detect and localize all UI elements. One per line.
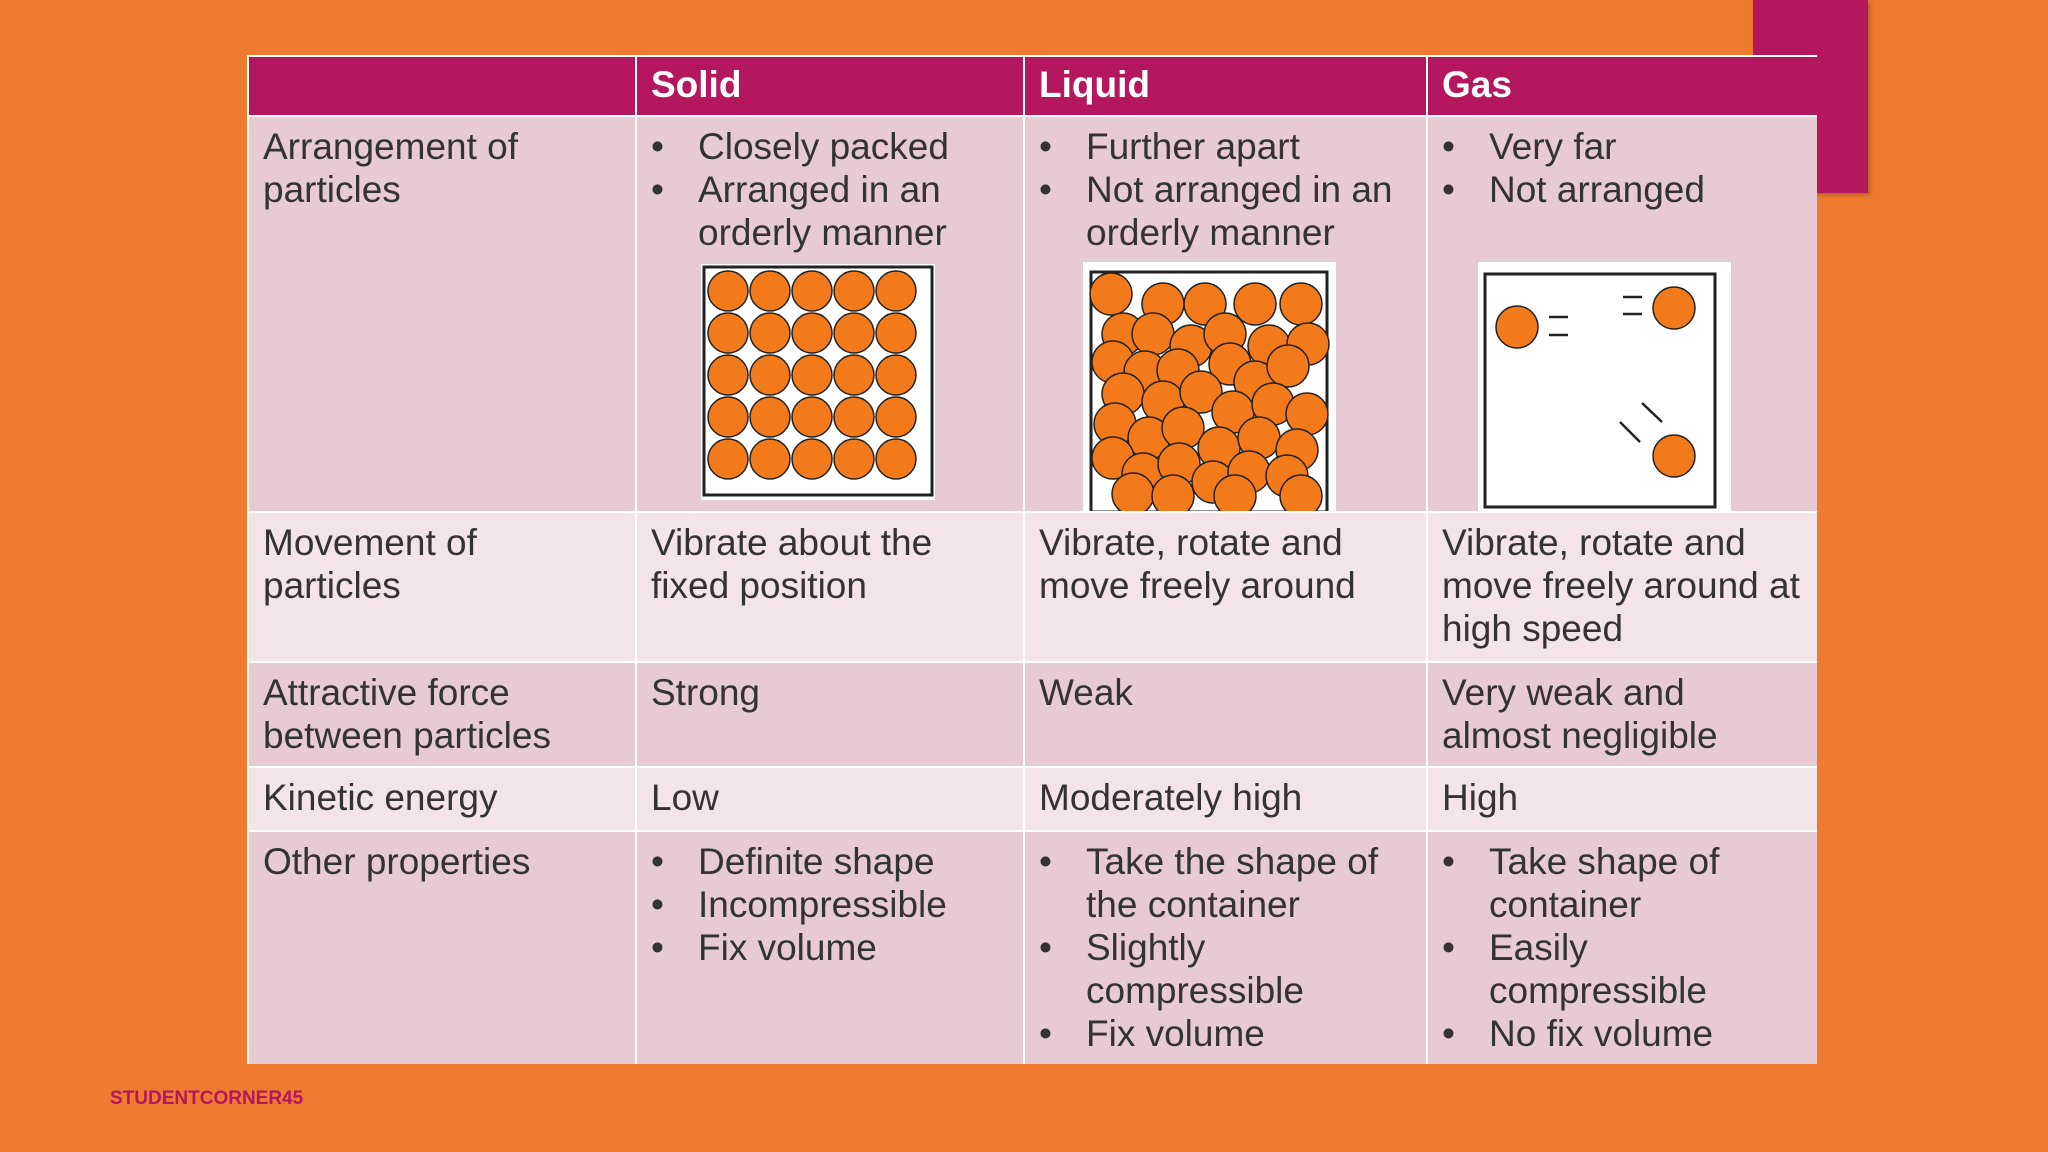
row-label: Attractive force between particles — [249, 663, 635, 766]
bullet: Fix volume — [1039, 1012, 1412, 1055]
table: Solid Liquid Gas Arrangement of particle… — [247, 55, 1817, 1064]
bullet-list: Take shape of container Easily compressi… — [1442, 840, 1803, 1055]
bullet: Not arranged — [1442, 168, 1803, 211]
cell: Very far Not arranged — [1428, 117, 1817, 511]
bullet: Take shape of container — [1442, 840, 1803, 926]
bullet: Arranged in an orderly manner — [651, 168, 1009, 254]
bullet-list: Closely packed Arranged in an orderly ma… — [651, 125, 1009, 254]
bullet: Fix volume — [651, 926, 1009, 969]
cell: Closely packed Arranged in an orderly ma… — [637, 117, 1023, 511]
header-cell: Liquid — [1025, 57, 1426, 115]
bullet-list: Further apart Not arranged in an orderly… — [1039, 125, 1412, 254]
cell: High — [1428, 768, 1817, 830]
liquid-diagram — [1083, 262, 1336, 511]
bullet: Slightly compressible — [1039, 926, 1412, 1012]
bullet-list: Take the shape of the container Slightly… — [1039, 840, 1412, 1055]
cell: Vibrate, rotate and move freely around a… — [1428, 513, 1817, 661]
bullet: Very far — [1442, 125, 1803, 168]
cell: Further apart Not arranged in an orderly… — [1025, 117, 1426, 511]
cell: Definite shape Incompressible Fix volume — [637, 832, 1023, 1064]
cell: Very weak and almost negligible — [1428, 663, 1817, 766]
cell: Take shape of container Easily compressi… — [1428, 832, 1817, 1064]
bullet: Incompressible — [651, 883, 1009, 926]
bullet: Closely packed — [651, 125, 1009, 168]
row-label: Kinetic energy — [249, 768, 635, 830]
row-label: Other properties — [249, 832, 635, 1064]
bullet: Take the shape of the container — [1039, 840, 1412, 926]
header-cell: Solid — [637, 57, 1023, 115]
cell: Vibrate about the fixed position — [637, 513, 1023, 661]
cell: Weak — [1025, 663, 1426, 766]
row-label: Arrangement of particles — [249, 117, 635, 511]
bullet-list: Definite shape Incompressible Fix volume — [651, 840, 1009, 969]
bullet: Not arranged in an orderly manner — [1039, 168, 1412, 254]
gas-diagram — [1478, 262, 1731, 511]
cell: Strong — [637, 663, 1023, 766]
cell: Moderately high — [1025, 768, 1426, 830]
row-label: Movement of particles — [249, 513, 635, 661]
bullet-list: Very far Not arranged — [1442, 125, 1803, 211]
bullet: No fix volume — [1442, 1012, 1803, 1055]
footer: STUDENTCORNER45 — [110, 1088, 304, 1109]
header-cell — [249, 57, 635, 115]
cell: Low — [637, 768, 1023, 830]
cell: Take the shape of the container Slightly… — [1025, 832, 1426, 1064]
bullet: Further apart — [1039, 125, 1412, 168]
cell: Vibrate, rotate and move freely around — [1025, 513, 1426, 661]
bullet: Definite shape — [651, 840, 1009, 883]
solid-diagram — [701, 264, 935, 500]
header-cell: Gas — [1428, 57, 1817, 115]
bullet: Easily compressible — [1442, 926, 1803, 1012]
